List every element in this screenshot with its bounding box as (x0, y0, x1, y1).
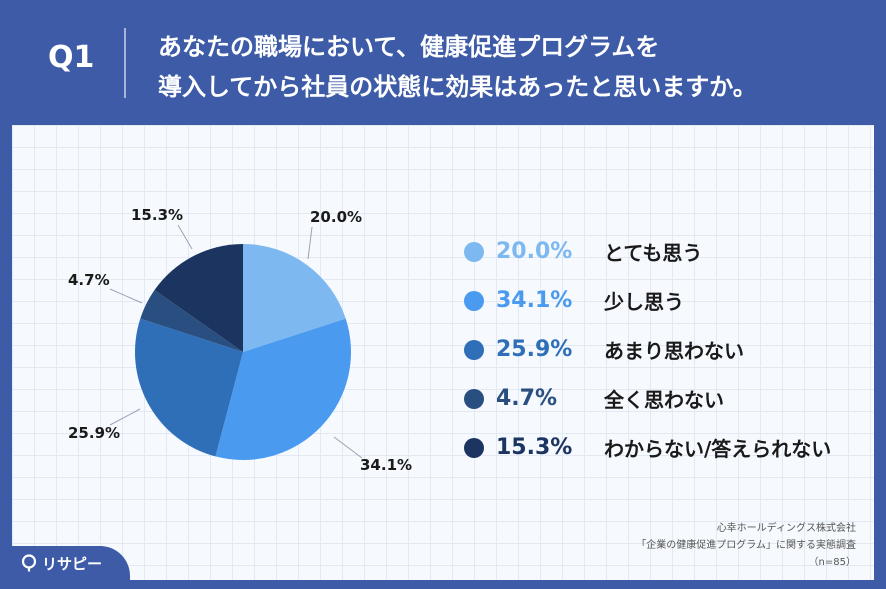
pie-slice (140, 290, 243, 352)
source-sample-size: （n=85） (808, 557, 856, 568)
pie-label-leader (177, 224, 193, 250)
pie-value-label: 4.7% (68, 271, 110, 289)
legend-label: 全く思わない (604, 388, 724, 412)
question-number: Q1 (48, 40, 95, 75)
pie-label-leader (333, 436, 363, 459)
legend-label: とても思う (604, 241, 703, 265)
source-survey: 「企業の健康促進プログラム」に関する実態調査 (636, 540, 856, 551)
legend-swatch (464, 437, 484, 458)
source-company: 心幸ホールディングス株式会社 (716, 523, 856, 534)
legend-percentage: 4.7% (496, 386, 558, 411)
legend-percentage: 20.0% (496, 239, 573, 264)
legend-swatch (464, 388, 484, 409)
chart-card: 20.0% 34.1% 25.9% 4.7% 15.3% 20.0% とても思う 34.1%… (12, 125, 874, 580)
legend-item: 20.0% とても思う (464, 227, 831, 276)
legend-item: 15.3% わからない/答えられない (464, 423, 831, 472)
pin-icon (21, 554, 37, 572)
legend-label: 少し思う (604, 290, 684, 314)
legend-percentage: 15.3% (496, 435, 573, 460)
legend: 20.0% とても思う 34.1% 少し思う 25.9% あまり思わない 4.7% 全く思わな… (464, 227, 831, 472)
question-text: あなたの職場において、健康促進プログラムを 導入してから社員の状態に効果はあった… (158, 27, 858, 107)
pie-value-label: 20.0% (310, 208, 362, 226)
source-note: 心幸ホールディングス株式会社 「企業の健康促進プログラム」に関する実態調査 （n… (636, 520, 856, 571)
pie-chart: 20.0% 34.1% 25.9% 4.7% 15.3% (68, 206, 412, 474)
question-line-1: あなたの職場において、健康促進プログラムを (158, 33, 660, 61)
pie-slice (215, 318, 352, 460)
legend-percentage: 34.1% (496, 288, 573, 313)
pie-value-label: 25.9% (68, 424, 120, 442)
header-divider (124, 28, 126, 98)
header: Q1 あなたの職場において、健康促進プログラムを 導入してから社員の状態に効果は… (0, 0, 886, 120)
pie-value-label: 15.3% (131, 206, 183, 224)
pie-value-label: 34.1% (360, 456, 412, 474)
legend-swatch (464, 241, 484, 262)
pie-slice (243, 244, 346, 352)
pie-slice (154, 244, 243, 352)
pie-label-leader (109, 408, 141, 426)
legend-label: わからない/答えられない (604, 437, 832, 461)
legend-item: 34.1% 少し思う (464, 276, 831, 325)
pie-label-leader (109, 288, 143, 304)
question-line-2: 導入してから社員の状態に効果はあったと思いますか。 (158, 73, 757, 101)
brand-logo: リサピー (12, 546, 130, 580)
legend-percentage: 25.9% (496, 337, 573, 362)
pie-slice (135, 318, 243, 457)
legend-item: 25.9% あまり思わない (464, 325, 831, 374)
legend-swatch (464, 339, 484, 360)
legend-item: 4.7% 全く思わない (464, 374, 831, 423)
logo-text: リサピー (42, 554, 103, 573)
legend-swatch (464, 290, 484, 311)
legend-label: あまり思わない (604, 339, 744, 363)
pie-label-leader (307, 226, 313, 260)
